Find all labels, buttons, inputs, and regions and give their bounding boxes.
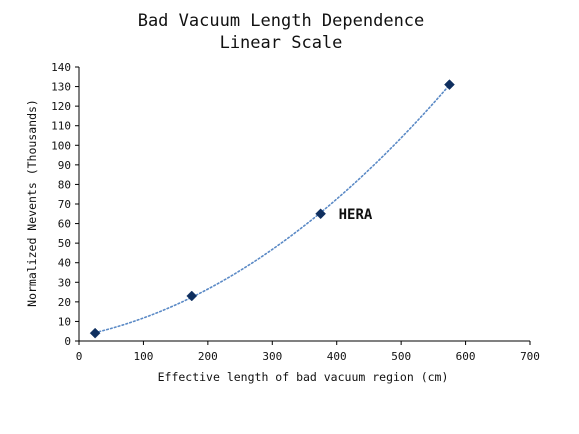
y-tick-label: 90 (58, 159, 71, 172)
y-tick-label: 100 (51, 139, 71, 152)
y-tick-label: 50 (58, 237, 71, 250)
data-point-diamond (186, 290, 198, 302)
y-tick-label: 140 (51, 61, 71, 74)
x-tick-label: 600 (456, 350, 476, 363)
x-tick-label: 700 (520, 350, 540, 363)
x-tick-label: 300 (262, 350, 282, 363)
y-tick-label: 70 (58, 198, 71, 211)
trendline (94, 84, 451, 334)
x-tick-label: 0 (76, 350, 83, 363)
y-tick-label: 130 (51, 81, 71, 94)
y-tick-label: 40 (58, 257, 71, 270)
data-point-diamond (89, 327, 101, 339)
y-tick-label: 110 (51, 120, 71, 133)
annotation-label: HERA (339, 207, 373, 223)
y-tick-label: 10 (58, 315, 71, 328)
y-tick-label: 30 (58, 276, 71, 289)
x-tick-label: 400 (327, 350, 347, 363)
chart-title: Bad Vacuum Length Dependence (138, 11, 425, 31)
x-axis-title: Effective length of bad vacuum region (c… (158, 370, 449, 384)
x-tick-label: 100 (133, 350, 153, 363)
chart-subtitle: Linear Scale (220, 33, 343, 53)
data-point-diamond (315, 208, 326, 220)
y-tick-label: 0 (64, 335, 71, 348)
x-tick-label: 200 (198, 350, 218, 363)
y-tick-label: 20 (58, 296, 71, 309)
y-tick-label: 80 (58, 178, 71, 191)
y-tick-label: 120 (51, 100, 71, 113)
x-tick-label: 500 (391, 350, 411, 363)
y-axis-title: Normalized Nevents (Thousands) (25, 99, 39, 307)
plot-area: 0 10 20 30 40 50 60 70 80 90 100 110 120 130 140 0 100 20… (51, 61, 540, 363)
y-tick-label: 60 (58, 218, 71, 231)
data-point-diamond (444, 79, 455, 90)
